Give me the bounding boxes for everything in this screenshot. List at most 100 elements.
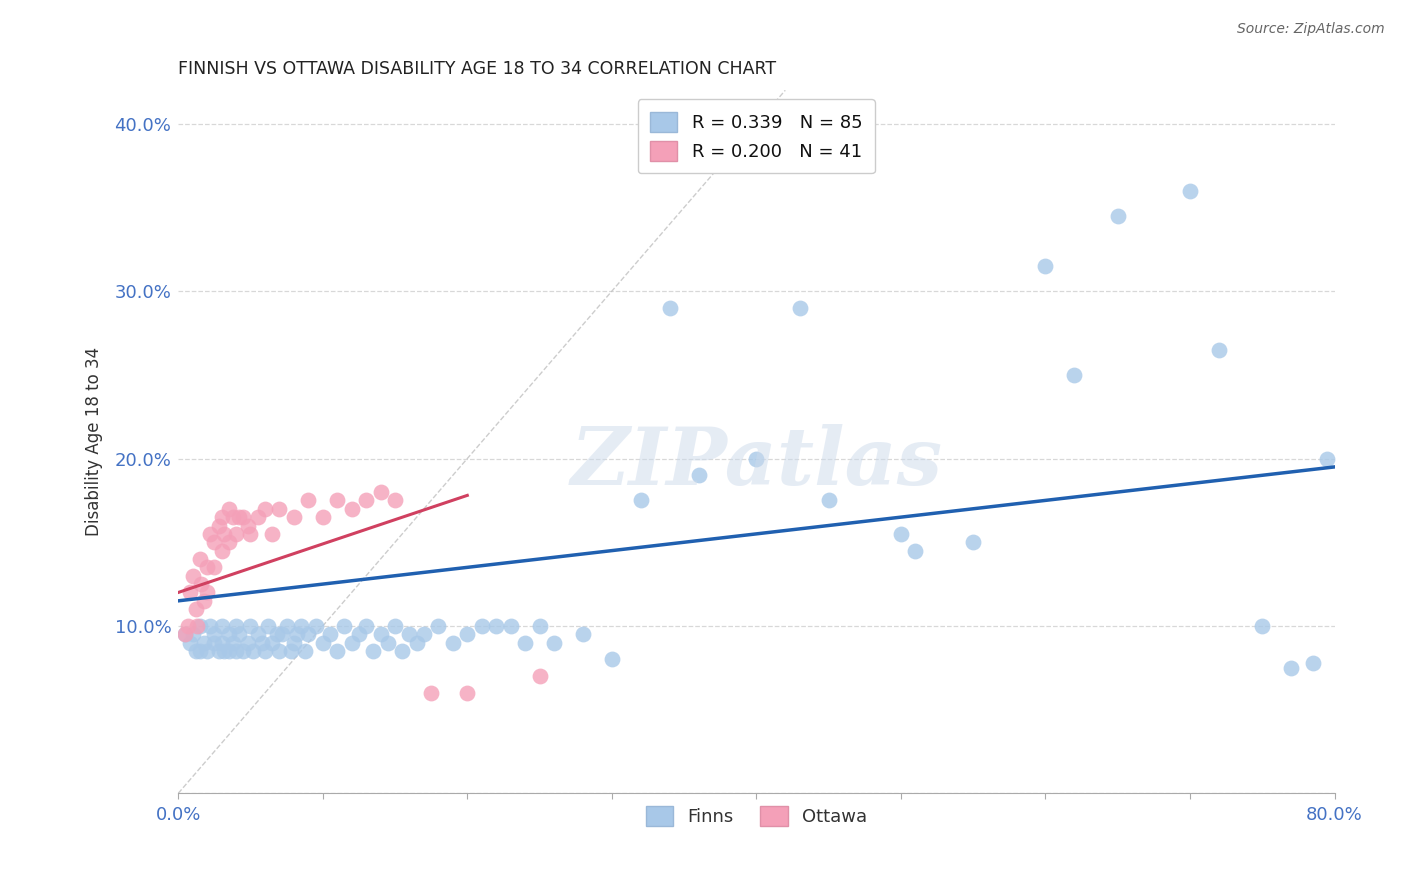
Point	[485, 619, 508, 633]
Point	[218, 501, 240, 516]
Point	[347, 627, 370, 641]
Point	[236, 518, 259, 533]
Point	[188, 552, 211, 566]
Point	[246, 627, 269, 641]
Point	[1316, 451, 1339, 466]
Point	[513, 636, 536, 650]
Point	[962, 535, 984, 549]
Point	[354, 493, 377, 508]
Point	[190, 577, 212, 591]
Point	[441, 636, 464, 650]
Point	[174, 627, 197, 641]
Point	[789, 301, 811, 315]
Point	[312, 510, 335, 524]
Point	[297, 493, 319, 508]
Point	[391, 644, 413, 658]
Point	[630, 493, 652, 508]
Point	[1279, 661, 1302, 675]
Point	[188, 644, 211, 658]
Point	[198, 527, 221, 541]
Point	[195, 644, 218, 658]
Point	[363, 644, 385, 658]
Point	[283, 510, 305, 524]
Point	[340, 501, 363, 516]
Point	[239, 619, 262, 633]
Point	[202, 627, 225, 641]
Point	[222, 510, 245, 524]
Point	[218, 627, 240, 641]
Point	[184, 602, 207, 616]
Point	[202, 636, 225, 650]
Point	[218, 644, 240, 658]
Point	[600, 652, 623, 666]
Point	[262, 527, 284, 541]
Point	[427, 619, 450, 633]
Point	[572, 627, 595, 641]
Point	[354, 619, 377, 633]
Point	[262, 636, 284, 650]
Point	[179, 636, 201, 650]
Point	[228, 510, 250, 524]
Point	[745, 451, 768, 466]
Point	[195, 560, 218, 574]
Point	[398, 627, 420, 641]
Point	[211, 510, 233, 524]
Point	[688, 468, 710, 483]
Point	[177, 619, 200, 633]
Point	[211, 636, 233, 650]
Point	[179, 585, 201, 599]
Point	[370, 485, 392, 500]
Point	[232, 510, 254, 524]
Point	[456, 686, 478, 700]
Point	[817, 493, 839, 508]
Legend: Finns, Ottawa: Finns, Ottawa	[638, 799, 875, 833]
Point	[326, 493, 349, 508]
Point	[384, 619, 406, 633]
Point	[271, 627, 294, 641]
Point	[1063, 368, 1085, 382]
Point	[242, 644, 264, 658]
Point	[266, 627, 288, 641]
Point	[904, 543, 927, 558]
Point	[456, 627, 478, 641]
Point	[269, 644, 291, 658]
Point	[195, 585, 218, 599]
Point	[208, 644, 231, 658]
Point	[253, 501, 276, 516]
Point	[1251, 619, 1274, 633]
Point	[1178, 184, 1201, 198]
Point	[471, 619, 494, 633]
Point	[225, 527, 247, 541]
Point	[304, 619, 326, 633]
Point	[405, 636, 427, 650]
Point	[290, 619, 312, 633]
Point	[239, 527, 262, 541]
Point	[193, 594, 215, 608]
Point	[218, 535, 240, 549]
Point	[174, 627, 197, 641]
Point	[384, 493, 406, 508]
Point	[285, 627, 308, 641]
Point	[370, 627, 392, 641]
Text: ZIPatlas: ZIPatlas	[571, 425, 942, 501]
Point	[214, 644, 236, 658]
Point	[420, 686, 443, 700]
Point	[184, 644, 207, 658]
Point	[236, 636, 259, 650]
Point	[222, 636, 245, 650]
Point	[529, 619, 551, 633]
Point	[413, 627, 436, 641]
Point	[181, 627, 204, 641]
Point	[312, 636, 335, 650]
Point	[208, 518, 231, 533]
Point	[225, 644, 247, 658]
Point	[250, 636, 273, 650]
Point	[1302, 656, 1324, 670]
Point	[193, 636, 215, 650]
Point	[188, 619, 211, 633]
Point	[269, 501, 291, 516]
Point	[228, 627, 250, 641]
Point	[340, 636, 363, 650]
Point	[1107, 209, 1129, 223]
Point	[280, 644, 302, 658]
